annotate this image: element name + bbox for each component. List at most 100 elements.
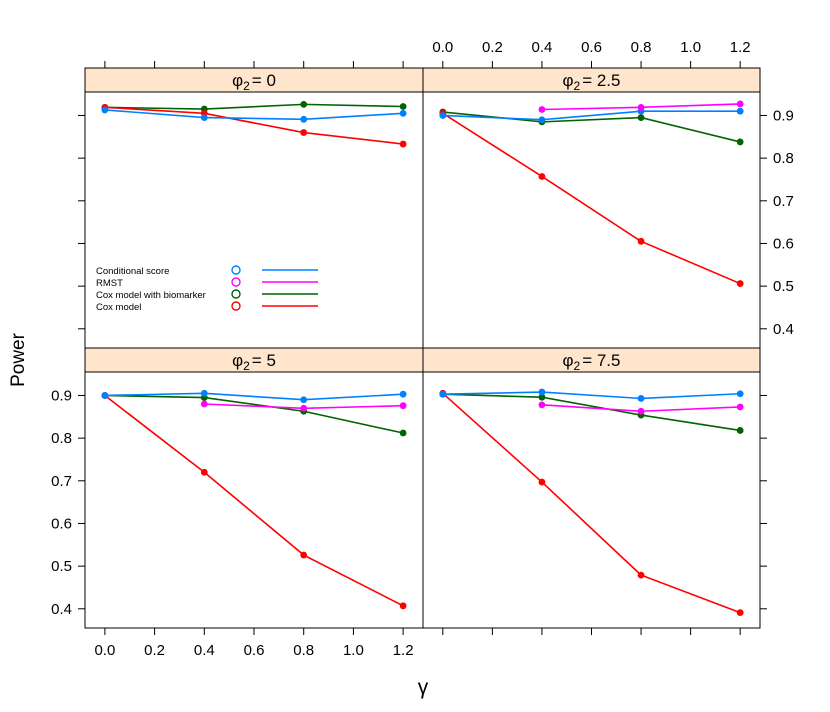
panels-layer: φ2 = 0 φ2 = 2.5φ2 = 5 φ2 = 7.5 xyxy=(84,67,761,629)
data-point xyxy=(538,388,546,396)
data-point xyxy=(637,571,645,579)
panel-strip-label: φ2 = 7.5 xyxy=(562,351,620,373)
data-point xyxy=(538,478,546,486)
data-point xyxy=(439,390,447,398)
series-line xyxy=(104,106,404,145)
x-tick-label: 0.2 xyxy=(482,39,503,56)
data-point xyxy=(101,392,109,399)
panel-frame xyxy=(422,371,761,629)
legend-label: Conditional score xyxy=(96,266,169,277)
y-tick-label: 0.7 xyxy=(51,473,72,490)
data-point xyxy=(399,390,407,398)
panel-strip xyxy=(422,67,761,93)
series-line xyxy=(104,394,404,607)
series-line xyxy=(442,391,741,400)
data-point xyxy=(300,396,308,404)
data-point xyxy=(637,114,645,121)
data-point xyxy=(399,602,407,610)
series-line xyxy=(104,392,404,401)
data-point xyxy=(736,403,744,411)
data-point xyxy=(200,468,208,476)
data-point xyxy=(637,103,645,111)
panel-strip xyxy=(422,347,761,373)
data-point xyxy=(439,112,447,119)
panel-strip-label: φ2 = 2.5 xyxy=(562,71,620,93)
panel-strip xyxy=(84,347,424,373)
data-point xyxy=(399,429,407,437)
strip-subscript: 2 xyxy=(574,79,581,93)
x-tick-label: 0.8 xyxy=(631,39,652,56)
data-point xyxy=(399,402,407,410)
y-tick-label: 0.8 xyxy=(773,150,794,167)
y-tick-label: 0.5 xyxy=(51,558,72,575)
strip-subscript: 2 xyxy=(243,359,250,373)
data-point xyxy=(736,138,744,146)
panel-strip-label: φ2 = 0 xyxy=(232,71,276,93)
x-tick-label: 0.0 xyxy=(432,39,453,56)
x-tick-label: 1.0 xyxy=(680,39,701,56)
data-point xyxy=(637,395,645,402)
legend-label: RMST xyxy=(96,278,123,289)
y-tick-label: 0.8 xyxy=(51,430,72,447)
panel-2: φ2 = 2.5 xyxy=(422,67,761,349)
legend-label: Cox model xyxy=(96,302,141,313)
data-point xyxy=(736,100,744,108)
series-line xyxy=(104,109,404,121)
series-line xyxy=(442,112,741,285)
data-point xyxy=(300,100,308,108)
y-tick-label: 0.6 xyxy=(51,515,72,532)
y-tick-label: 0.5 xyxy=(773,278,794,295)
data-point xyxy=(736,427,744,434)
data-point xyxy=(200,114,208,121)
x-tick-label: 0.2 xyxy=(144,642,165,659)
series-line xyxy=(104,394,404,434)
legend-label: Cox model with biomarker xyxy=(96,290,206,301)
x-tick-label: 0.4 xyxy=(532,39,553,56)
y-tick-label: 0.6 xyxy=(773,235,794,252)
data-point xyxy=(538,106,546,113)
data-point xyxy=(538,116,546,124)
data-point xyxy=(101,106,109,114)
data-point xyxy=(736,107,744,115)
x-axis-label: γ xyxy=(418,676,429,699)
x-tick-label: 1.2 xyxy=(393,642,414,659)
data-point xyxy=(300,551,308,559)
x-tick-label: 0.6 xyxy=(244,642,265,659)
x-tick-label: 1.2 xyxy=(730,39,751,56)
series-line xyxy=(442,110,741,121)
panel-frame xyxy=(422,91,761,349)
series-line xyxy=(442,111,741,143)
y-tick-label: 0.7 xyxy=(773,193,794,210)
series-line xyxy=(442,393,741,432)
panel-strip-label: φ2 = 5 xyxy=(232,351,276,373)
strip-symbol: φ xyxy=(562,351,573,370)
data-point xyxy=(399,109,407,117)
data-point xyxy=(736,609,744,617)
data-point xyxy=(538,393,546,401)
legend-marker xyxy=(231,277,241,287)
strip-value: = 0 xyxy=(252,71,276,90)
panel-strip xyxy=(84,67,424,93)
strip-value: = 7.5 xyxy=(582,351,620,370)
axes-layer: 0.0 0.2 0.4 0.6 0.8 1.0 1.2 0.0 0.2 0.4 0.6 0.8 1.0 1… xyxy=(51,39,794,659)
data-point xyxy=(637,407,645,415)
data-point xyxy=(736,280,744,287)
series-line xyxy=(442,392,741,614)
data-point xyxy=(399,140,407,148)
strip-symbol: φ xyxy=(562,71,573,90)
legend-marker xyxy=(231,289,241,299)
legend-marker xyxy=(231,301,241,311)
x-tick-label: 0.0 xyxy=(94,642,115,659)
x-tick-label: 1.0 xyxy=(343,642,364,659)
strip-value: = 2.5 xyxy=(582,71,620,90)
y-axis-label: Power xyxy=(8,332,29,387)
strip-subscript: 2 xyxy=(243,79,250,93)
x-tick-label: 0.8 xyxy=(293,642,314,659)
strip-symbol: φ xyxy=(232,351,243,370)
y-tick-label: 0.9 xyxy=(51,387,72,404)
data-point xyxy=(200,400,208,408)
strip-value: = 5 xyxy=(252,351,276,370)
strip-subscript: 2 xyxy=(574,359,581,373)
